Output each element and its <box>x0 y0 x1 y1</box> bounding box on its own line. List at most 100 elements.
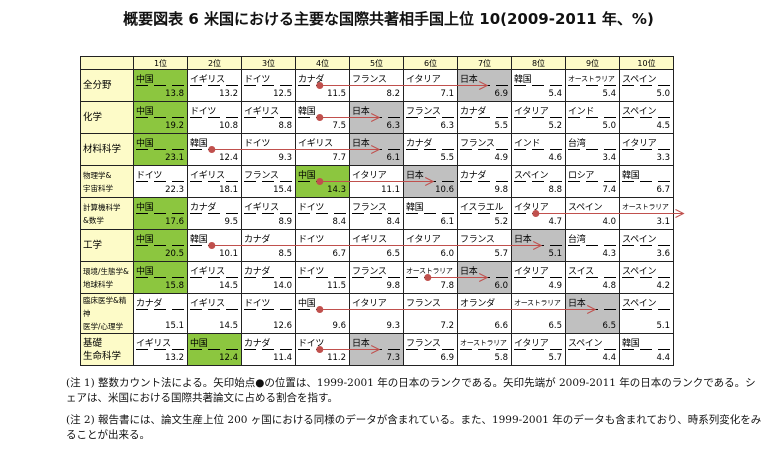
rank-cell: ドイツ 11.2 <box>295 333 350 366</box>
share-value: 5.5 <box>494 121 508 131</box>
rank-cell: スペイン 4.5 <box>619 101 674 134</box>
rank-cell: イタリア 5.2 <box>511 101 566 134</box>
country-name: 中国 <box>136 235 154 245</box>
rank-cell: 中国 13.8 <box>133 69 188 102</box>
share-value: 5.0 <box>656 89 670 99</box>
country-name: 中国 <box>136 267 154 277</box>
country-name: 韓国 <box>190 235 208 245</box>
rank-cell: イスラエル 5.2 <box>457 197 512 230</box>
share-value: 11.4 <box>273 353 292 363</box>
country-name: イギリス <box>190 267 225 277</box>
share-value: 6.7 <box>332 249 346 259</box>
underline <box>190 245 239 246</box>
share-value: 14.5 <box>219 281 238 291</box>
country-name: カナダ <box>136 299 163 309</box>
rank-cell: フランス 15.4 <box>241 165 296 198</box>
country-name: ドイツ <box>136 171 163 181</box>
country-name: イスラエル <box>460 203 504 213</box>
underline <box>298 149 347 150</box>
country-name: フランス <box>406 299 441 309</box>
rank-cell: カナダ 11.4 <box>241 333 296 366</box>
share-value: 12.4 <box>219 353 238 363</box>
country-name: 韓国 <box>298 107 316 117</box>
underline <box>136 117 185 118</box>
share-value: 8.9 <box>278 217 292 227</box>
country-name: ドイツ <box>298 203 325 213</box>
country-name: イタリア <box>406 235 441 245</box>
share-value: 5.8 <box>494 353 508 363</box>
rank-header: 1位 <box>133 56 188 70</box>
country-name: イタリア <box>622 139 657 149</box>
rank-cell: イタリア 5.7 <box>511 333 566 366</box>
field-label: 全分野 <box>80 69 134 102</box>
share-value: 9.3 <box>278 153 292 163</box>
share-value: 7.5 <box>332 121 346 131</box>
country-name: イギリス <box>190 299 225 309</box>
country-name: イタリア <box>514 203 549 213</box>
underline <box>352 245 401 246</box>
country-name: 日本 <box>352 107 370 117</box>
share-value: 6.0 <box>494 281 508 291</box>
country-name: オーストラリア <box>460 339 507 347</box>
share-value: 8.2 <box>386 89 400 99</box>
underline <box>406 85 455 86</box>
share-value: 11.5 <box>327 89 346 99</box>
country-name: ドイツ <box>298 339 325 349</box>
share-value: 15.8 <box>165 281 184 291</box>
underline <box>136 181 185 182</box>
share-value: 15.4 <box>273 185 292 195</box>
share-value: 4.4 <box>602 353 616 363</box>
rank-cell: ドイツ 12.6 <box>241 293 296 334</box>
share-value: 6.3 <box>386 121 400 131</box>
rank-header: 10位 <box>619 56 674 70</box>
rank-cell: フランス 4.9 <box>457 133 512 166</box>
rank-header: 6位 <box>403 56 458 70</box>
rank-cell: ドイツ 11.5 <box>295 261 350 294</box>
share-value: 12.6 <box>273 321 292 331</box>
country-name: フランス <box>352 75 387 85</box>
underline <box>568 309 617 310</box>
country-name: 韓国 <box>190 139 208 149</box>
country-name: フランス <box>406 107 441 117</box>
country-name: ロシア <box>568 171 595 181</box>
country-name: イギリス <box>244 203 279 213</box>
note-2: (注 2) 報告書には、論文生産上位 200 ヶ国における同様のデータが含まれて… <box>66 414 762 441</box>
country-name: イタリア <box>352 171 387 181</box>
rank-cell: 韓国 12.4 <box>187 133 242 166</box>
rank-cell: スペイン 4.0 <box>565 197 620 230</box>
rank-cell: オーストラリア 6.5 <box>511 293 566 334</box>
share-value: 5.2 <box>548 121 562 131</box>
underline <box>244 181 293 182</box>
share-value: 6.9 <box>440 353 454 363</box>
underline <box>460 149 509 150</box>
field-label: 基礎 生命科学 <box>80 333 134 366</box>
country-name: 中国 <box>136 107 154 117</box>
share-value: 5.4 <box>602 89 616 99</box>
field-label: 計算機科学 &数学 <box>80 197 134 230</box>
field-label: 物理学& 宇宙科学 <box>80 165 134 198</box>
rank-cell: スペイン 4.4 <box>565 333 620 366</box>
rank-cell: フランス 6.3 <box>403 101 458 134</box>
table-row: 工学 中国 20.5 韓国 10.1 カナダ 8.5 ドイツ 6.7 イギリス 6.5 イタリア 6.0… <box>80 229 674 262</box>
share-value: 6.5 <box>548 321 562 331</box>
rank-cell: イタリア 9.3 <box>349 293 404 334</box>
underline <box>514 245 563 246</box>
share-value: 13.8 <box>165 89 184 99</box>
country-name: 日本 <box>406 171 424 181</box>
country-name: オーストラリア <box>514 299 561 307</box>
rank-cell: イギリス 8.8 <box>241 101 296 134</box>
country-name: スペイン <box>568 339 603 349</box>
country-name: スペイン <box>568 203 603 213</box>
table-row: 物理学& 宇宙科学 ドイツ 22.3 イギリス 18.1 フランス 15.4 中国 14.3 イタ… <box>80 165 674 198</box>
field-label: 化学 <box>80 101 134 134</box>
country-name: スペイン <box>622 235 657 245</box>
underline <box>352 117 401 118</box>
country-name: イタリア <box>514 107 549 117</box>
rank-cell: フランス 5.7 <box>457 229 512 262</box>
country-name: オーストラリア <box>406 267 453 275</box>
country-name: フランス <box>460 235 495 245</box>
share-value: 4.9 <box>548 281 562 291</box>
underline <box>352 309 401 310</box>
rank-cell: イタリア 7.1 <box>403 69 458 102</box>
share-value: 5.0 <box>602 121 616 131</box>
